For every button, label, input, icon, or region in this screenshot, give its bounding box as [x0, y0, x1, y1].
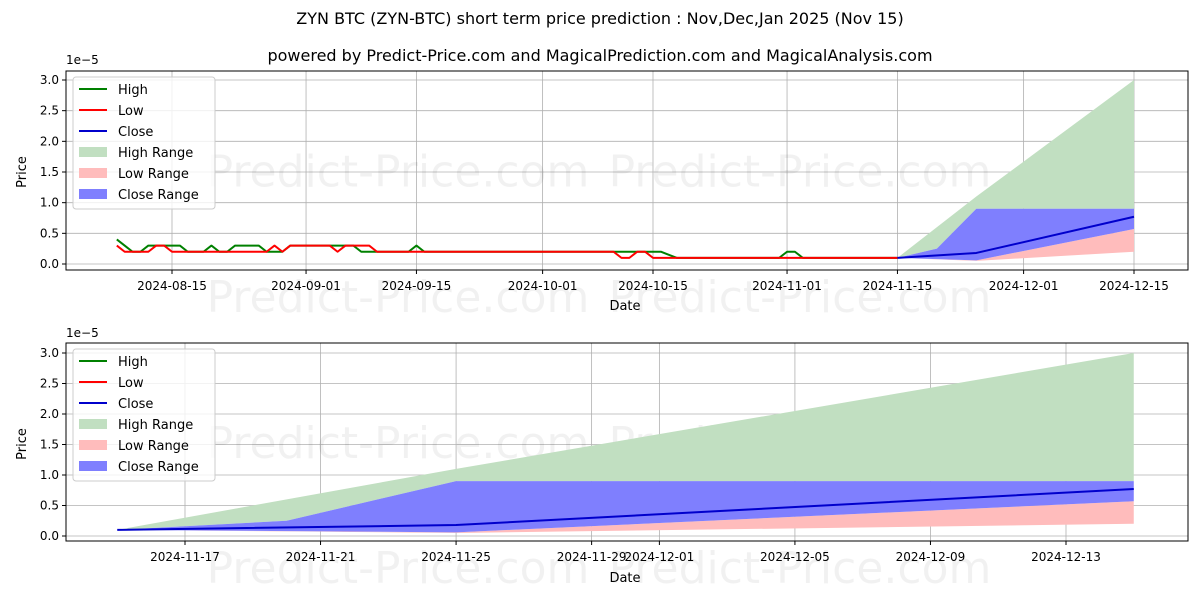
legend-item-label: Low: [118, 104, 144, 119]
y-tick-label: 3.0: [40, 73, 59, 87]
y-tick-label: 1.0: [40, 196, 59, 210]
legend-swatch: [79, 461, 107, 471]
watermark: Predict-Price.com: [207, 147, 590, 198]
y-tick-label: 0.5: [40, 499, 59, 513]
y-tick-label: 3.0: [40, 346, 59, 360]
low-range-area: [897, 229, 1134, 261]
high-range-area: [117, 353, 1134, 530]
legend-swatch: [79, 147, 107, 157]
y-tick-label: 1.5: [40, 438, 59, 452]
x-axis-label: Date: [609, 571, 640, 586]
x-axis-label: Date: [609, 299, 640, 314]
axes-frame: [65, 70, 1189, 271]
legend-item-label: Close Range: [118, 188, 199, 203]
x-tick-label: 2024-11-25: [421, 550, 491, 564]
top-chart: Predict-Price.com Predict-Price.com Predic…: [15, 53, 1189, 323]
watermark: Predict-Price.com: [609, 147, 992, 198]
close-line: [117, 488, 1134, 531]
watermark: Predict-Price.com: [609, 543, 992, 594]
y-axis-label: Price: [15, 156, 30, 188]
x-tick-label: 2024-08-15: [137, 279, 207, 293]
x-tick-label: 2024-11-17: [150, 550, 220, 564]
x-tick-label: 2024-11-21: [286, 550, 356, 564]
y-tick-label: 0.0: [40, 257, 59, 271]
y-tick-label: 0.0: [40, 529, 59, 543]
legend-item-label: High: [118, 355, 148, 370]
legend-swatch: [79, 189, 107, 199]
x-tick-label: 2024-12-01: [989, 279, 1059, 293]
legend: High Low Close High Range Low Range Close Ran…: [72, 348, 216, 482]
y-scale-label: 1e−5: [66, 326, 99, 340]
close-range-area: [117, 481, 1134, 533]
legend-item-label: Low: [118, 376, 144, 391]
x-tick-label: 2024-12-09: [896, 550, 966, 564]
legend-item-label: Close Range: [118, 460, 199, 475]
close-range-area: [897, 208, 1134, 261]
watermark: Predict-Price.com: [609, 272, 992, 323]
chart-subtitle: powered by Predict-Price.com and Magical…: [267, 46, 933, 65]
y-tick-label: 2.5: [40, 104, 59, 118]
chart-title: ZYN BTC (ZYN-BTC) short term price predi…: [296, 9, 904, 28]
x-tick-label: 2024-10-15: [618, 279, 688, 293]
legend-item-label: Close: [118, 125, 153, 140]
y-tick-label: 1.0: [40, 468, 59, 482]
legend-item-label: High Range: [118, 418, 193, 433]
y-tick-label: 2.5: [40, 377, 59, 391]
legend-item-label: Low Range: [118, 167, 189, 182]
y-tick-label: 1.5: [40, 165, 59, 179]
legend-item-label: Low Range: [118, 439, 189, 454]
y-tick-label: 2.0: [40, 407, 59, 421]
high-line: [116, 238, 898, 259]
x-tick-label: 2024-09-01: [271, 279, 341, 293]
high-range-area: [897, 80, 1134, 258]
legend-swatch: [79, 168, 107, 178]
legend-swatch: [79, 419, 107, 429]
x-tick-label: 2024-12-01: [625, 550, 695, 564]
x-tick-label: 2024-09-15: [382, 279, 452, 293]
low-range-area: [117, 501, 1134, 533]
x-tick-label: 2024-12-05: [760, 550, 830, 564]
low-line: [116, 244, 898, 259]
legend-item-label: High Range: [118, 146, 193, 161]
x-tick-label: 2024-11-29: [557, 550, 627, 564]
y-tick-label: 2.0: [40, 134, 59, 148]
y-axis-label: Price: [15, 428, 30, 460]
x-tick-label: 2024-11-01: [752, 279, 822, 293]
x-tick-label: 2024-10-01: [508, 279, 578, 293]
legend-swatch: [79, 440, 107, 450]
watermark: Predict-Price.com: [207, 543, 590, 594]
legend: High Low Close High Range Low Range Close Ran…: [72, 76, 216, 210]
watermark: Predict-Price.com: [207, 272, 590, 323]
legend-item-label: Close: [118, 397, 153, 412]
x-tick-label: 2024-11-15: [863, 279, 933, 293]
axes-frame: [65, 342, 1189, 542]
legend-item-label: High: [118, 83, 148, 98]
x-tick-label: 2024-12-15: [1099, 279, 1169, 293]
x-tick-label: 2024-12-13: [1031, 550, 1101, 564]
close-line: [897, 215, 1135, 259]
y-scale-label: 1e−5: [66, 53, 99, 67]
y-tick-label: 0.5: [40, 226, 59, 240]
